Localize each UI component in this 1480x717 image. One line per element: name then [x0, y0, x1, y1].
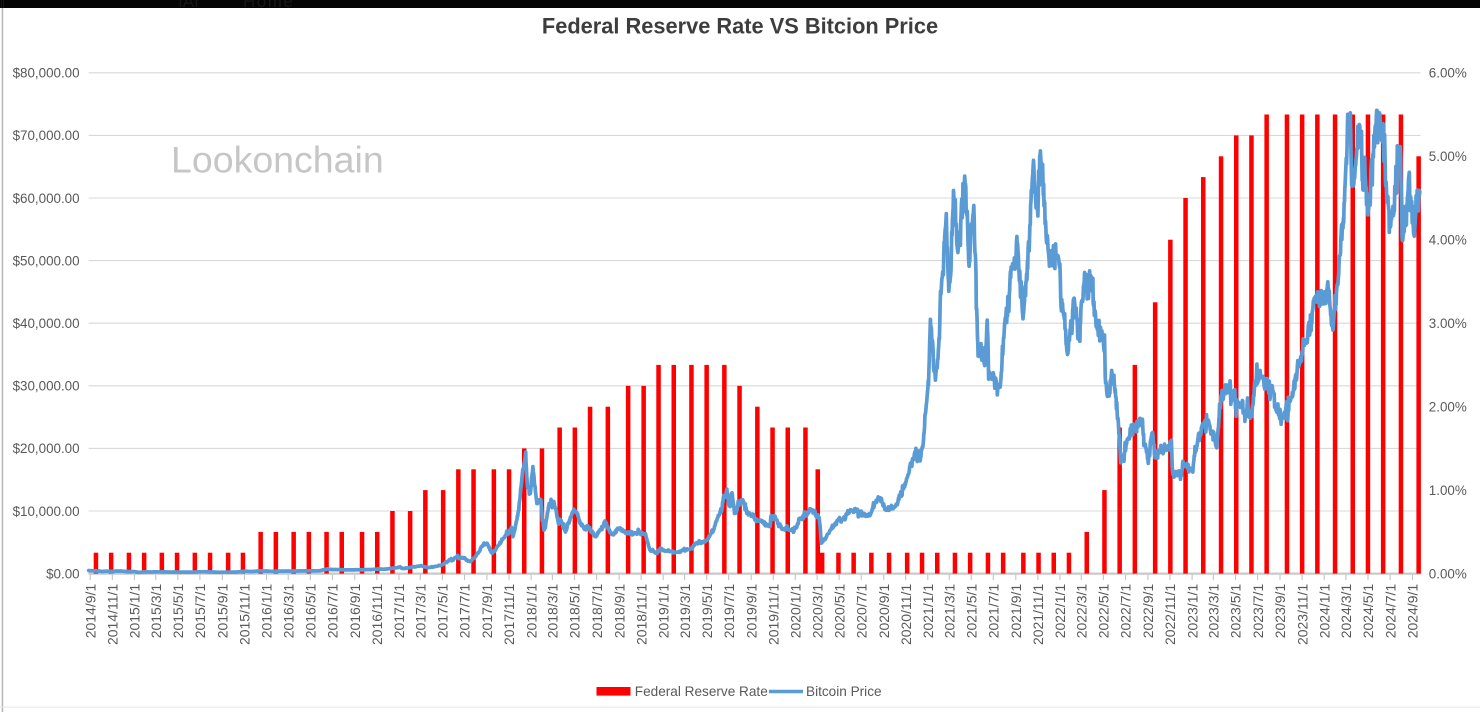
svg-text:2016/1/1: 2016/1/1 [259, 584, 275, 639]
svg-text:2015/11/1: 2015/11/1 [237, 584, 253, 645]
svg-text:2023/5/1: 2023/5/1 [1228, 584, 1244, 639]
svg-text:2018/7/1: 2018/7/1 [589, 584, 605, 639]
svg-text:2023/1/1: 2023/1/1 [1184, 584, 1200, 639]
svg-text:$0.00: $0.00 [46, 566, 80, 581]
svg-text:5.00%: 5.00% [1429, 149, 1467, 164]
svg-text:2020/3/1: 2020/3/1 [809, 584, 825, 639]
svg-text:2017/9/1: 2017/9/1 [479, 584, 495, 639]
svg-text:2023/11/1: 2023/11/1 [1294, 584, 1310, 645]
svg-text:2022/1/1: 2022/1/1 [1052, 584, 1068, 639]
svg-text:2023/7/1: 2023/7/1 [1250, 584, 1266, 639]
svg-text:Home: Home [243, 0, 294, 11]
svg-text:$60,000.00: $60,000.00 [13, 191, 80, 206]
svg-text:$40,000.00: $40,000.00 [13, 316, 80, 331]
svg-text:2023/9/1: 2023/9/1 [1272, 584, 1288, 639]
svg-text:2017/1/1: 2017/1/1 [391, 584, 407, 639]
svg-text:2018/11/1: 2018/11/1 [633, 584, 649, 645]
svg-text:2016/11/1: 2016/11/1 [369, 584, 385, 645]
svg-text:2022/11/1: 2022/11/1 [1162, 584, 1178, 645]
svg-text:Lookonchain: Lookonchain [171, 139, 384, 181]
svg-text:2015/1/1: 2015/1/1 [127, 584, 143, 639]
svg-text:2017/5/1: 2017/5/1 [435, 584, 451, 639]
svg-text:2020/5/1: 2020/5/1 [831, 584, 847, 639]
svg-text:2021/1/1: 2021/1/1 [920, 584, 936, 639]
svg-text:2020/7/1: 2020/7/1 [853, 584, 869, 639]
svg-text:2018/5/1: 2018/5/1 [567, 584, 583, 639]
svg-text:2019/5/1: 2019/5/1 [699, 584, 715, 639]
svg-text:2014/9/1: 2014/9/1 [82, 584, 98, 639]
svg-text:2017/3/1: 2017/3/1 [413, 584, 429, 639]
svg-text:2015/9/1: 2015/9/1 [215, 584, 231, 639]
svg-text:$50,000.00: $50,000.00 [13, 253, 80, 268]
svg-text:$70,000.00: $70,000.00 [13, 128, 80, 143]
svg-text:2016/5/1: 2016/5/1 [303, 584, 319, 639]
svg-text:2023/3/1: 2023/3/1 [1206, 584, 1222, 639]
svg-text:6.00%: 6.00% [1429, 66, 1467, 81]
svg-text:2021/5/1: 2021/5/1 [964, 584, 980, 639]
svg-text:2017/11/1: 2017/11/1 [501, 584, 517, 645]
svg-text:Federal Reserve Rate: Federal Reserve Rate [635, 684, 768, 699]
svg-text:3.00%: 3.00% [1429, 316, 1467, 331]
svg-text:2016/9/1: 2016/9/1 [347, 584, 363, 639]
svg-text:2022/5/1: 2022/5/1 [1096, 584, 1112, 639]
svg-text:$20,000.00: $20,000.00 [13, 441, 80, 456]
svg-text:$80,000.00: $80,000.00 [13, 66, 80, 81]
svg-text:IAI: IAI [178, 0, 199, 11]
svg-text:1.00%: 1.00% [1429, 483, 1467, 498]
svg-text:2021/9/1: 2021/9/1 [1008, 584, 1024, 639]
svg-text:2014/11/1: 2014/11/1 [105, 584, 121, 645]
svg-text:2019/9/1: 2019/9/1 [743, 584, 759, 639]
svg-text:2024/9/1: 2024/9/1 [1405, 584, 1421, 639]
svg-text:2020/9/1: 2020/9/1 [876, 584, 892, 639]
svg-text:$10,000.00: $10,000.00 [13, 504, 80, 519]
svg-text:2020/11/1: 2020/11/1 [898, 584, 914, 645]
svg-text:$30,000.00: $30,000.00 [13, 379, 80, 394]
svg-text:2.00%: 2.00% [1429, 400, 1467, 415]
svg-text:2021/7/1: 2021/7/1 [986, 584, 1002, 639]
svg-text:2022/9/1: 2022/9/1 [1140, 584, 1156, 639]
svg-text:2024/3/1: 2024/3/1 [1338, 584, 1354, 639]
svg-text:Federal Reserve Rate VS Bitcio: Federal Reserve Rate VS Bitcion Price [542, 14, 938, 39]
svg-text:4.00%: 4.00% [1429, 233, 1467, 248]
svg-text:2024/5/1: 2024/5/1 [1360, 584, 1376, 639]
svg-text:2016/3/1: 2016/3/1 [280, 584, 296, 639]
svg-text:2021/11/1: 2021/11/1 [1030, 584, 1046, 645]
svg-text:2018/1/1: 2018/1/1 [523, 584, 539, 639]
svg-text:2024/1/1: 2024/1/1 [1316, 584, 1332, 639]
svg-text:2019/7/1: 2019/7/1 [721, 584, 737, 639]
svg-text:2017/7/1: 2017/7/1 [457, 584, 473, 639]
svg-text:2015/7/1: 2015/7/1 [192, 584, 208, 639]
svg-text:2021/3/1: 2021/3/1 [941, 584, 957, 639]
svg-text:2018/9/1: 2018/9/1 [611, 584, 627, 639]
svg-text:2024/7/1: 2024/7/1 [1382, 584, 1398, 639]
svg-text:2015/5/1: 2015/5/1 [170, 584, 186, 639]
svg-text:2018/3/1: 2018/3/1 [545, 584, 561, 639]
svg-text:2022/3/1: 2022/3/1 [1074, 584, 1090, 639]
svg-text:2019/1/1: 2019/1/1 [655, 584, 671, 639]
svg-text:0.00%: 0.00% [1429, 566, 1467, 581]
svg-text:2015/3/1: 2015/3/1 [148, 584, 164, 639]
svg-text:2020/1/1: 2020/1/1 [788, 584, 804, 639]
svg-text:2019/11/1: 2019/11/1 [766, 584, 782, 645]
svg-text:2016/7/1: 2016/7/1 [325, 584, 341, 639]
svg-text:Bitcoin Price: Bitcoin Price [806, 684, 882, 699]
svg-text:2019/3/1: 2019/3/1 [677, 584, 693, 639]
svg-text:2022/7/1: 2022/7/1 [1118, 584, 1134, 639]
